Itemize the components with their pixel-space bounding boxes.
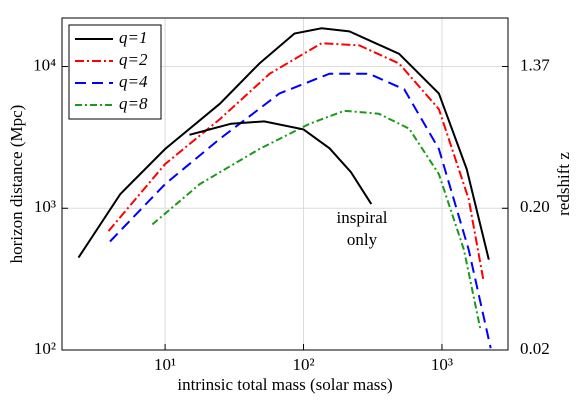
series-line xyxy=(109,72,492,349)
y-axis-label: horizon distance (Mpc) xyxy=(7,105,26,264)
plot-frame xyxy=(61,17,509,351)
inspiral-line xyxy=(189,120,373,205)
series-line xyxy=(77,27,490,260)
legend-label: q=4 xyxy=(119,72,148,91)
x-axis-label: intrinsic total mass (solar mass) xyxy=(177,375,392,394)
y2-tick-label: 0.20 xyxy=(520,197,550,216)
legend-label: q=8 xyxy=(119,94,148,113)
x-tick-label: 10³ xyxy=(431,355,453,374)
legend-label: q=2 xyxy=(119,50,148,69)
legend-box xyxy=(68,24,162,120)
legend-label: q=1 xyxy=(119,28,147,47)
series-line xyxy=(107,42,485,280)
y2-axis-label: redshift z xyxy=(554,152,573,216)
y2-tick-label: 1.37 xyxy=(520,55,550,74)
annotation: only xyxy=(347,230,378,249)
series-line xyxy=(151,109,482,330)
y-tick-label: 10⁴ xyxy=(33,55,56,74)
x-tick-label: 10¹ xyxy=(154,355,176,374)
y2-tick-label: 0.02 xyxy=(520,339,550,358)
annotation: inspiral xyxy=(337,208,388,227)
y-tick-label: 10² xyxy=(34,339,56,358)
y-tick-label: 10³ xyxy=(34,197,56,216)
x-tick-label: 10² xyxy=(292,355,314,374)
